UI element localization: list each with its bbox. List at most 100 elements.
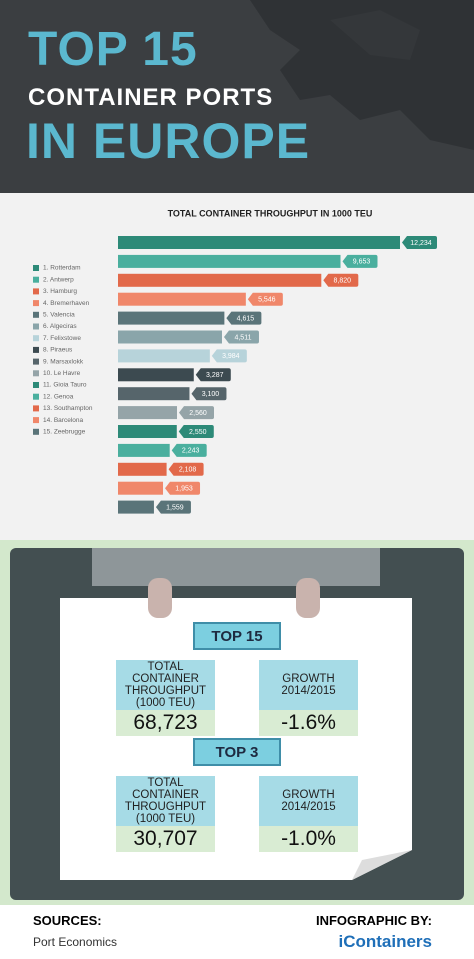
value-label: 2,243 xyxy=(182,448,200,455)
value-tag xyxy=(223,330,259,344)
legend-label: 5. Valencia xyxy=(43,312,75,319)
legend-label: 12. Genoa xyxy=(43,393,74,400)
bar xyxy=(118,292,246,306)
value-tag xyxy=(171,443,207,457)
ring xyxy=(148,578,172,618)
value-label: 2,108 xyxy=(179,467,197,474)
brand: iContainers xyxy=(338,932,432,951)
value-tag xyxy=(168,462,204,476)
value-label: 1,559 xyxy=(166,504,184,511)
legend-label: 6. Algeciras xyxy=(43,323,77,330)
legend-swatch xyxy=(33,300,39,307)
legend-swatch xyxy=(33,370,39,377)
bar xyxy=(118,481,164,495)
title-line3: IN EUROPE xyxy=(26,113,311,169)
value-tag xyxy=(342,254,378,268)
legend-swatch xyxy=(33,393,39,400)
group-title: TOP 3 xyxy=(193,738,281,766)
value-tag xyxy=(402,236,437,249)
legend-swatch xyxy=(33,428,39,435)
legend-swatch xyxy=(33,417,39,424)
legend-label: 9. Marsaxlokk xyxy=(43,358,84,365)
legend-swatch xyxy=(33,335,39,342)
clipboard-section: TOP 15 TOTAL CONTAINER THROUGHPUT (1000 T… xyxy=(0,540,474,905)
bar xyxy=(118,425,177,438)
value-tag xyxy=(179,406,215,420)
clip xyxy=(92,548,380,586)
bar xyxy=(118,311,225,325)
value-label: 4,511 xyxy=(234,334,251,341)
ring xyxy=(296,578,320,618)
value-label: 3,100 xyxy=(202,391,220,398)
legend-swatch xyxy=(33,358,39,365)
legend-swatch xyxy=(33,346,39,353)
legend-swatch xyxy=(33,288,39,295)
footer: SOURCES: Port Economics INFOGRAPHIC BY: … xyxy=(0,905,474,959)
value-label: 3,984 xyxy=(222,353,240,360)
bar xyxy=(118,273,322,287)
legend-label: 8. Piraeus xyxy=(43,347,73,354)
legend-swatch xyxy=(33,382,39,388)
legend-label: 3. Hamburg xyxy=(43,288,77,295)
legend-label: 2. Antwerp xyxy=(43,276,74,283)
value-label: 3,287 xyxy=(206,372,224,379)
value-tag xyxy=(195,368,231,382)
legend-label: 4. Bremerhaven xyxy=(43,300,90,307)
value-label: 2,560 xyxy=(189,410,207,417)
paper-fold xyxy=(352,850,412,880)
bar xyxy=(118,462,167,476)
legend-swatch xyxy=(33,265,39,271)
legend-label: 14. Barcelona xyxy=(43,417,83,424)
map-decor xyxy=(250,0,474,150)
sources-title: SOURCES: xyxy=(33,913,102,928)
stat-value: 68,723 xyxy=(116,710,215,736)
value-tag xyxy=(211,349,247,363)
value-tag xyxy=(247,292,283,306)
bar xyxy=(118,330,222,344)
value-label: 2,550 xyxy=(189,429,207,436)
bar xyxy=(118,500,154,514)
value-tag xyxy=(323,273,359,287)
title-line2: CONTAINER PORTS xyxy=(28,84,274,111)
source: Port Economics xyxy=(33,935,118,949)
legend-label: 10. Le Havre xyxy=(43,370,81,377)
value-tag xyxy=(165,481,201,495)
value-label: 9,653 xyxy=(353,259,371,266)
bar xyxy=(118,236,400,249)
value-label: 1,953 xyxy=(175,486,193,493)
bar xyxy=(118,387,190,401)
bar xyxy=(118,254,341,268)
value-label: 8,820 xyxy=(334,278,352,285)
group-title: TOP 15 xyxy=(193,622,281,650)
bar xyxy=(118,349,210,363)
value-tag xyxy=(191,387,227,401)
value-tag xyxy=(226,311,262,325)
chart-title: TOTAL CONTAINER THROUGHPUT IN 1000 TEU xyxy=(168,208,373,218)
value-label: 5,546 xyxy=(258,297,276,304)
stat-value: 30,707 xyxy=(116,826,215,852)
legend-swatch xyxy=(33,276,39,283)
title-line1: TOP 15 xyxy=(28,23,198,76)
stat-label: GROWTH 2014/2015 xyxy=(259,660,358,710)
legend-swatch xyxy=(33,323,39,330)
value-tag xyxy=(155,500,191,514)
legend-label: 1. Rotterdam xyxy=(43,265,81,272)
stat-label: GROWTH 2014/2015 xyxy=(259,776,358,826)
legend-label: 15. Zeebrugge xyxy=(43,429,86,436)
stat-value: -1.0% xyxy=(259,826,358,852)
bar xyxy=(118,443,170,457)
bar xyxy=(118,368,194,382)
stat-label: TOTAL CONTAINER THROUGHPUT (1000 TEU) xyxy=(116,660,215,710)
chart: TOTAL CONTAINER THROUGHPUT IN 1000 TEU 1… xyxy=(0,193,474,540)
credit-title: INFOGRAPHIC BY: xyxy=(315,913,432,928)
legend-label: 11. Gioia Tauro xyxy=(43,382,87,389)
legend-swatch xyxy=(33,311,39,318)
bar xyxy=(118,406,178,420)
legend-label: 13. Southampton xyxy=(43,405,93,412)
header: TOP 15 CONTAINER PORTS IN EUROPE xyxy=(0,0,474,193)
legend-swatch xyxy=(33,405,39,412)
value-label: 12,234 xyxy=(410,240,432,247)
value-label: 4,615 xyxy=(237,315,255,322)
legend-label: 7. Felixstowe xyxy=(43,335,81,342)
